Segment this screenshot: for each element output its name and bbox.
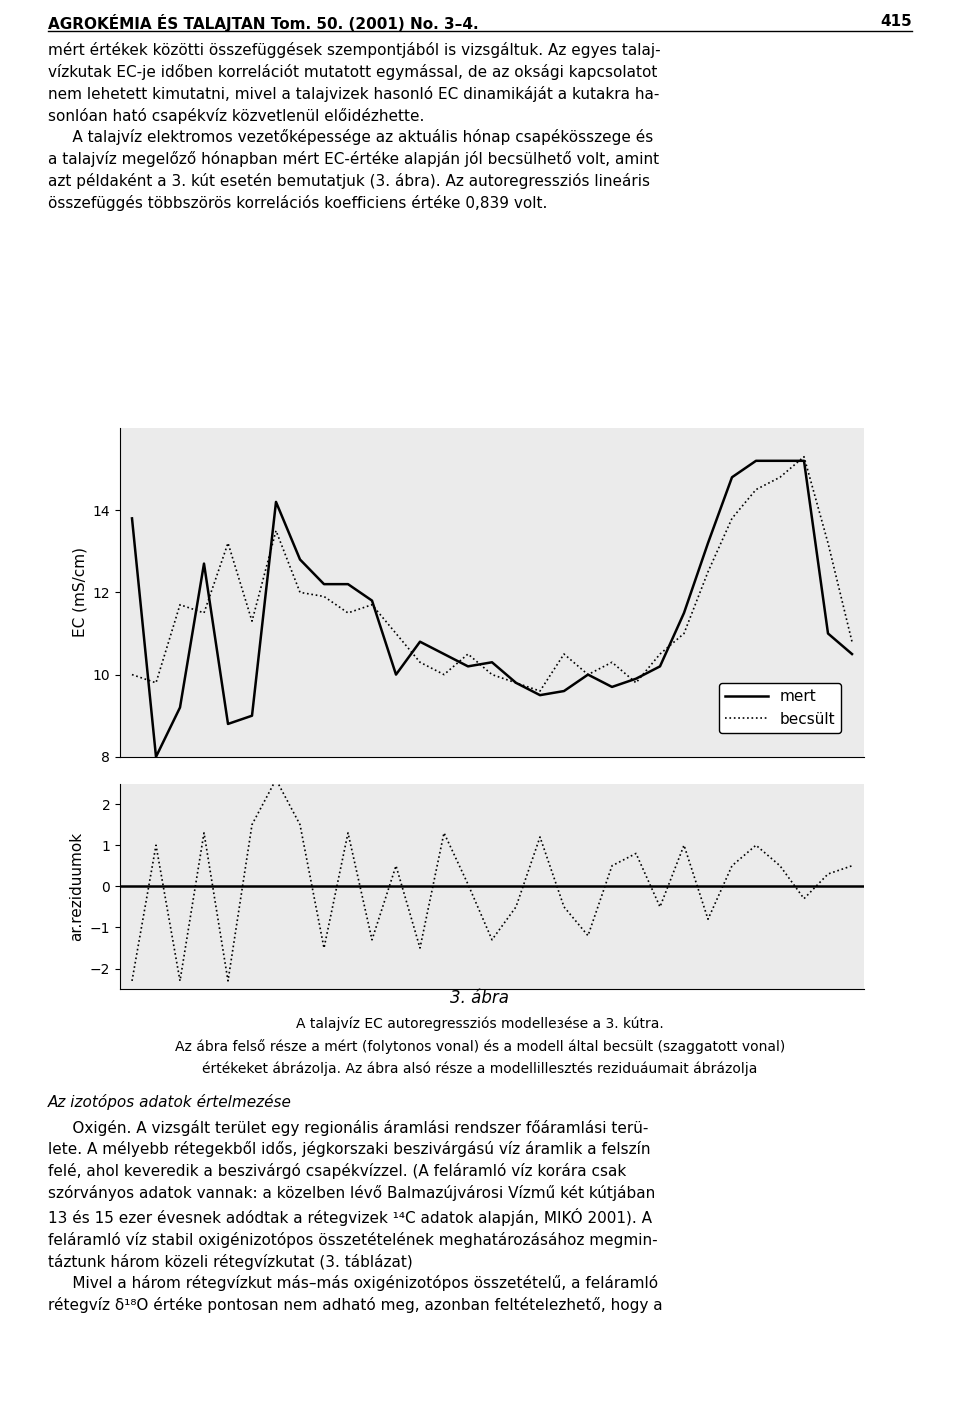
becsült [630,675,641,692]
mert [607,679,618,696]
mert [751,452,762,469]
Text: 415: 415 [880,14,912,29]
becsült [294,584,305,600]
Text: Az ábra felső része a mért (folytonos vonal) és a modell által becsült (szaggato: Az ábra felső része a mért (folytonos vo… [175,1040,785,1054]
becsült [463,645,474,662]
mert [582,666,593,683]
becsült [511,675,522,692]
mert [799,452,810,469]
mert [367,592,378,609]
becsült [198,605,209,622]
becsült [175,596,186,613]
becsült [703,564,714,581]
becsült [150,675,161,692]
becsült [582,666,593,683]
mert [342,575,353,592]
mert [222,716,234,732]
mert [822,626,833,643]
Text: 3. ábra: 3. ábra [450,989,510,1007]
mert [198,556,209,572]
mert [150,748,161,765]
becsült [847,633,858,650]
mert [511,675,522,692]
becsült [271,522,282,539]
becsült [678,626,689,643]
becsült [415,654,426,671]
becsült [390,626,401,643]
becsült [367,596,378,613]
mert [534,686,545,703]
Text: Oxigén. A vizsgált terület egy regionális áramlási rendszer főáramlási terü-
let: Oxigén. A vizsgált terület egy regionáli… [48,1120,662,1313]
becsült [799,449,810,466]
mert [486,654,497,671]
Text: Az izotópos adatok értelmezése: Az izotópos adatok értelmezése [48,1094,292,1110]
becsült [246,613,257,630]
Text: értékeket ábrázolja. Az ábra alsó része a modellillesztés reziduáumait ábrázolja: értékeket ábrázolja. Az ábra alsó része … [203,1062,757,1076]
mert [847,645,858,662]
becsült [774,469,785,485]
mert [463,658,474,675]
becsült [319,588,330,605]
Line: becsült: becsült [132,457,852,692]
mert [438,645,449,662]
Line: mert: mert [132,460,852,756]
becsült [607,654,618,671]
mert [630,671,641,687]
mert [271,494,282,511]
becsült [655,645,666,662]
mert [703,535,714,551]
mert [294,551,305,568]
mert [390,666,401,683]
mert [678,605,689,622]
becsült [486,666,497,683]
Text: mért értékek közötti összefüggések szempontjából is vizsgáltuk. Az egyes talaj-
: mért értékek közötti összefüggések szemp… [48,42,660,210]
Y-axis label: ar.reziduumok: ar.reziduumok [69,832,84,941]
Text: AGROKÉMIA ÉS TALAJTAN Tom. 50. (2001) No. 3–4.: AGROKÉMIA ÉS TALAJTAN Tom. 50. (2001) No… [48,14,479,32]
Legend: mert, becsült: mert, becsült [719,683,842,732]
Y-axis label: EC (mS/cm): EC (mS/cm) [72,547,87,637]
mert [726,469,737,485]
mert [774,452,785,469]
mert [559,683,570,700]
mert [246,707,257,724]
becsült [127,666,138,683]
mert [655,658,666,675]
becsült [222,535,234,551]
becsült [534,683,545,700]
becsült [438,666,449,683]
mert [415,633,426,650]
mert [319,575,330,592]
mert [175,699,186,716]
becsült [559,645,570,662]
becsült [726,509,737,526]
becsült [751,481,762,498]
becsült [342,605,353,622]
mert [127,509,138,526]
Text: A talajvíz EC autoregressziós modellезése a 3. kútra.: A talajvíz EC autoregressziós modellезés… [296,1017,664,1031]
becsült [822,535,833,551]
